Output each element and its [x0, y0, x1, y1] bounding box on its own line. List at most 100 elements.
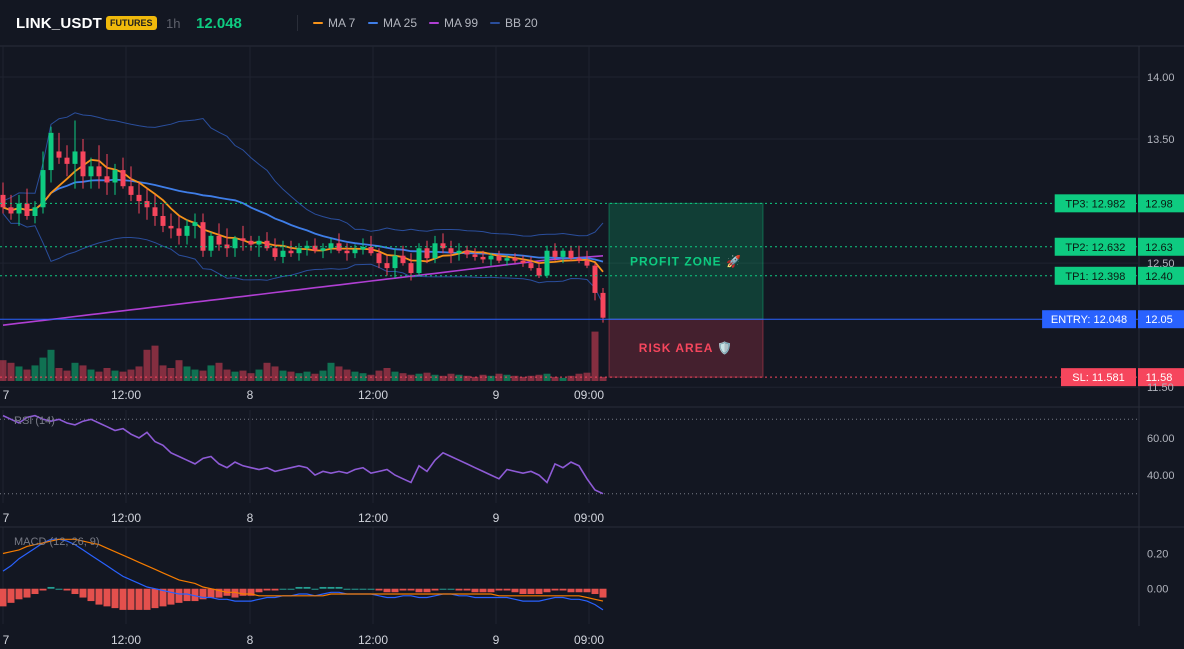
candle — [512, 253, 518, 264]
candle-body — [32, 207, 38, 216]
candle — [328, 238, 334, 254]
macd-histogram-bar — [343, 588, 351, 590]
time-axis-label: 7 — [3, 633, 10, 647]
macd-histogram-bar — [391, 588, 399, 593]
candle-body — [288, 250, 294, 254]
macd-histogram-bar — [351, 588, 359, 590]
header-divider — [297, 15, 298, 31]
candle-body — [96, 166, 102, 177]
macd-histogram-bar — [279, 588, 287, 590]
rsi-title: RSI (14) — [14, 415, 55, 427]
candle-body — [192, 222, 198, 226]
candle — [144, 188, 150, 220]
candle-body — [360, 247, 366, 250]
candle — [480, 250, 486, 264]
volume-bar — [535, 374, 543, 381]
candle-body — [392, 255, 398, 269]
candle — [536, 263, 542, 279]
legend-bb20[interactable]: BB 20 — [490, 16, 538, 30]
candle-body — [504, 258, 510, 261]
timeframe-label[interactable]: 1h — [166, 16, 181, 31]
candle — [544, 245, 550, 279]
candle — [264, 232, 270, 251]
macd-histogram-bar — [175, 588, 183, 603]
candle-body — [16, 203, 22, 214]
time-axis-label: 7 — [3, 511, 10, 525]
candle — [72, 120, 78, 189]
rsi-line — [2, 414, 604, 495]
candle — [152, 194, 158, 226]
macd-histogram-bar — [263, 588, 271, 591]
macd-signal-line — [2, 538, 604, 602]
candle — [464, 245, 470, 259]
symbol-name[interactable]: LINK_USDT — [16, 15, 102, 32]
candle-body — [464, 250, 470, 255]
candle — [104, 153, 110, 195]
macd-axis-label: 0.00 — [1147, 584, 1168, 596]
macd-histogram-bar — [0, 588, 7, 607]
candle — [184, 219, 190, 245]
macd-histogram-bar — [103, 588, 111, 607]
candle — [416, 243, 422, 276]
candle — [8, 194, 14, 220]
bollinger-lower-line — [2, 213, 604, 305]
macd-histogram-bar — [119, 588, 127, 610]
legend-ma7[interactable]: MA 7 — [313, 16, 355, 30]
candle-body — [208, 235, 214, 251]
volume-bar — [167, 368, 175, 381]
time-axis-label: 09:00 — [574, 633, 604, 647]
candle-body — [600, 292, 606, 318]
volume-bar — [159, 365, 167, 381]
volume-bar — [151, 345, 159, 381]
price-axis-label: 12.50 — [1147, 258, 1175, 270]
level-price-tag — [1138, 310, 1184, 329]
candle — [504, 255, 510, 266]
candle-body — [424, 248, 430, 259]
candle — [56, 132, 62, 164]
candle — [296, 243, 302, 261]
rsi-axis-label: 60.00 — [1147, 433, 1175, 445]
candle — [496, 250, 502, 264]
candle-body — [400, 255, 406, 264]
bollinger-upper-line — [2, 112, 604, 237]
macd-histogram-bar — [327, 586, 335, 589]
macd-histogram-bar — [551, 588, 559, 591]
volume-bar — [39, 357, 47, 381]
candle-body — [352, 249, 358, 254]
ma25-line — [2, 178, 604, 263]
candle-body — [416, 248, 422, 274]
candle-body — [368, 247, 374, 254]
legend-ma25[interactable]: MA 25 — [368, 16, 417, 30]
volume-bar — [231, 371, 239, 381]
macd-histogram-bar — [79, 588, 87, 598]
volume-bar — [575, 373, 583, 381]
legend-ma99[interactable]: MA 99 — [429, 16, 478, 30]
macd-histogram-bar — [495, 588, 503, 591]
time-axis-label: 7 — [3, 388, 10, 402]
candle-body — [448, 248, 454, 254]
profit-zone-label: PROFIT ZONE 🚀 — [630, 254, 742, 268]
candle — [96, 145, 102, 189]
volume-bar — [343, 369, 351, 381]
candle — [304, 240, 310, 256]
level-price-tag-text: 12.05 — [1145, 314, 1173, 326]
volume-bar — [119, 371, 127, 381]
macd-histogram-bar — [7, 588, 15, 603]
macd-histogram-bar — [359, 588, 367, 590]
volume-bar — [319, 370, 327, 381]
macd-histogram-bar — [271, 588, 279, 591]
macd-histogram-bar — [527, 588, 535, 595]
volume-bar — [487, 375, 495, 381]
volume-bar — [255, 369, 263, 381]
candle — [248, 235, 254, 251]
time-axis-label: 12:00 — [111, 388, 141, 402]
candle — [592, 263, 598, 301]
volume-bar — [175, 360, 183, 381]
candle-body — [128, 186, 134, 195]
macd-histogram-bar — [127, 588, 135, 610]
volume-bar — [215, 362, 223, 381]
candle — [40, 151, 46, 214]
legend-ma99-label: MA 99 — [444, 16, 479, 30]
level-label-tag — [1061, 368, 1136, 387]
